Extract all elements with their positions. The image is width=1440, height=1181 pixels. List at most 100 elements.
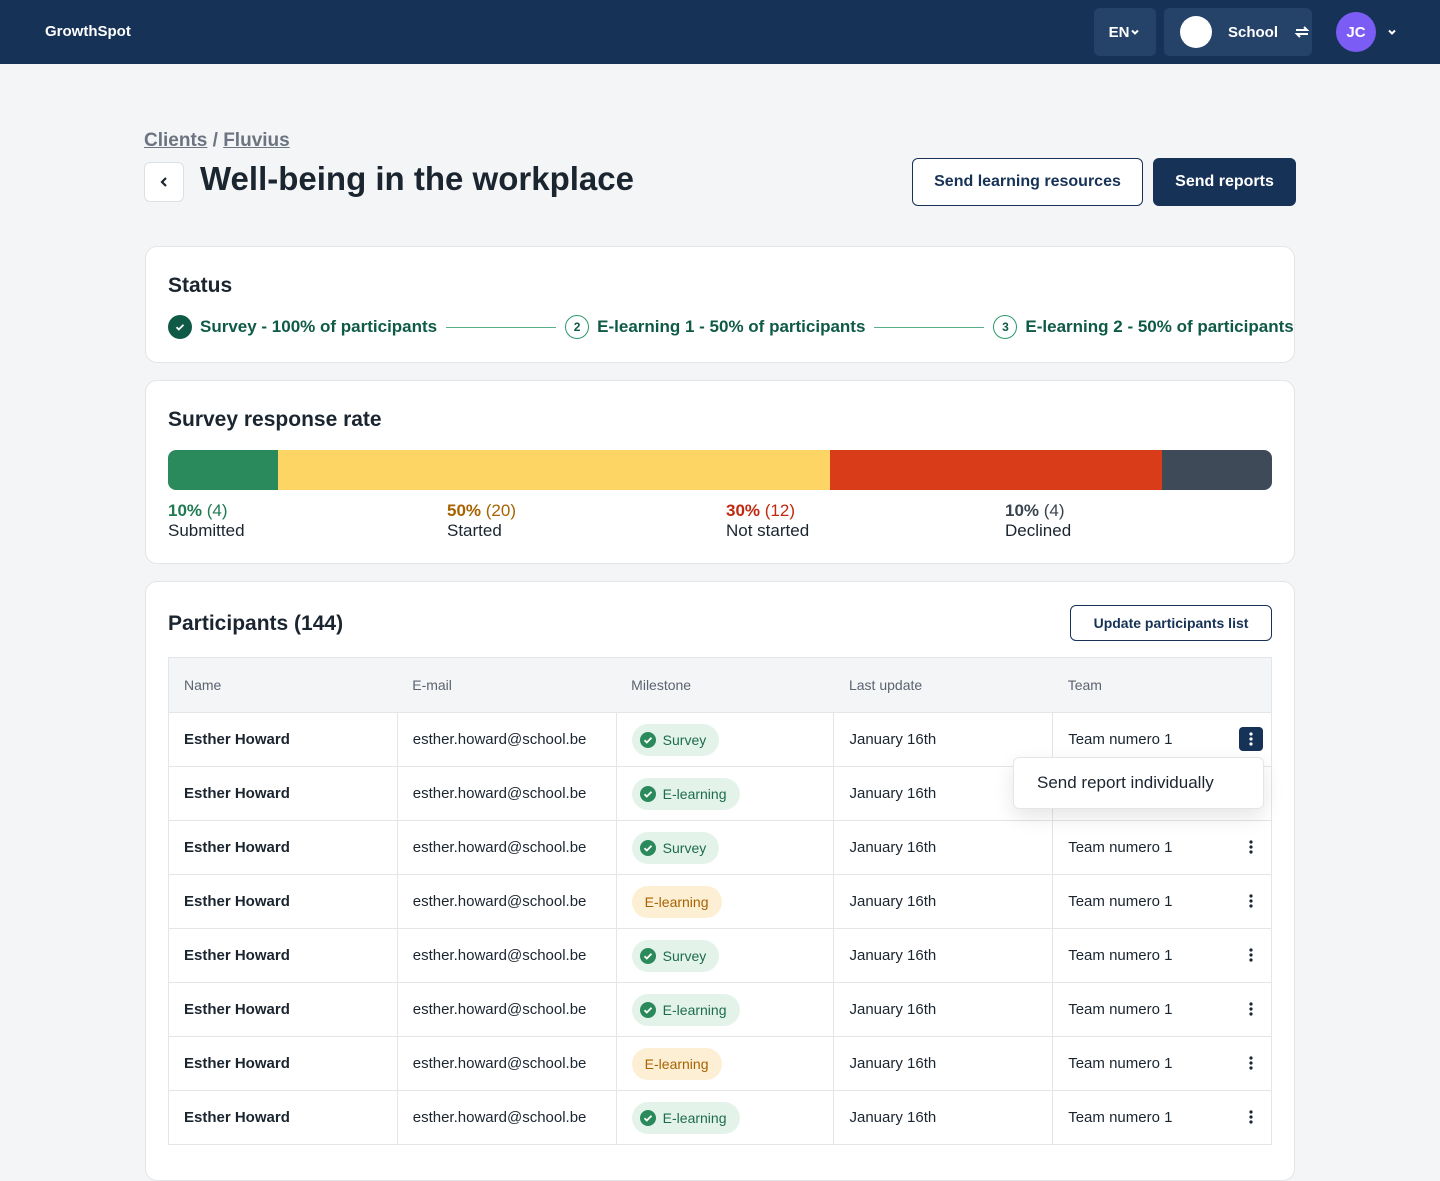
- row-menu: Send report individually: [1013, 757, 1264, 809]
- row-menu-button[interactable]: [1239, 889, 1263, 913]
- avatar-chevron[interactable]: [1386, 26, 1398, 38]
- milestone-chip: E-learning: [631, 1047, 722, 1080]
- team-label: Team numero 1: [1068, 1055, 1173, 1072]
- legend-item: 30% (12) Not started: [726, 501, 1005, 541]
- breadcrumb-link[interactable]: Clients: [144, 130, 208, 151]
- milestone-cell: E-learning: [615, 766, 834, 821]
- header-row: Name E-mail Milestone Last update Team: [168, 657, 1272, 713]
- language-button[interactable]: EN: [1094, 8, 1156, 56]
- legend-label: Started: [447, 521, 502, 540]
- row-menu-button[interactable]: [1239, 1105, 1263, 1129]
- name-cell: Esther Howard: [168, 766, 398, 821]
- milestone-cell: Survey: [615, 928, 834, 983]
- date-cell: January 16th: [833, 820, 1053, 875]
- check-icon: [643, 952, 652, 960]
- team-cell: Team numero 1: [1052, 982, 1272, 1037]
- legend-item: 10% (4) Declined: [1005, 501, 1284, 541]
- milestone-check: [639, 947, 656, 964]
- kebab-icon: [1249, 948, 1253, 962]
- row-menu-button[interactable]: [1239, 835, 1263, 859]
- bar-segment: [278, 450, 831, 490]
- column-header: Team: [1052, 657, 1272, 713]
- percent-label: 30%: [726, 501, 761, 520]
- team-label: Team numero 1: [1068, 1109, 1173, 1126]
- kebab-icon: [1249, 1056, 1253, 1070]
- column-header: E-mail: [397, 657, 617, 713]
- email-cell: esther.howard@school.be: [396, 820, 617, 875]
- milestone-cell: Survey: [615, 820, 834, 875]
- action-button[interactable]: Send learning resources: [912, 158, 1143, 206]
- legend-value: 10% (4): [168, 501, 447, 521]
- step-marker: 3: [993, 315, 1018, 339]
- step-label: Survey - 100% of participants: [200, 317, 438, 336]
- card-title: Status: [168, 274, 233, 297]
- check-icon: [643, 844, 652, 852]
- milestone-label: E-learning: [662, 785, 727, 802]
- kebab-icon: [1249, 1002, 1253, 1016]
- table-row: Esther Howard esther.howard@school.be Surv…: [168, 928, 1272, 983]
- team-cell: Team numero 1: [1052, 928, 1272, 983]
- table-row: Esther Howard esther.howard@school.be Surv…: [168, 820, 1272, 875]
- table-row: Esther Howard esther.howard@school.be E-le…: [168, 1090, 1272, 1145]
- milestone-check: [639, 839, 656, 856]
- milestone-cell: E-learning: [615, 874, 834, 929]
- count-label: (20): [485, 501, 516, 520]
- step-marker: [168, 315, 192, 339]
- row-menu-button[interactable]: [1239, 943, 1263, 967]
- breadcrumb-link[interactable]: Fluvius: [223, 130, 290, 151]
- kebab-icon: [1249, 1110, 1253, 1124]
- team-cell: Team numero 1: [1052, 1090, 1272, 1145]
- legend-label: Declined: [1005, 521, 1072, 540]
- menu-item[interactable]: Send report individually: [1037, 773, 1214, 792]
- table-row: Esther Howard esther.howard@school.be E-le…: [168, 982, 1272, 1037]
- step: Survey - 100% of participants: [168, 315, 437, 339]
- row-menu-button[interactable]: [1239, 1051, 1263, 1075]
- milestone-chip: E-learning: [631, 993, 740, 1026]
- response-rate-card: Survey response rate 10% (4) Submitted 50%…: [145, 380, 1295, 564]
- milestone-check: [639, 785, 656, 802]
- kebab-icon: [1249, 840, 1253, 854]
- legend-item: 10% (4) Submitted: [168, 501, 447, 541]
- action-button[interactable]: Send reports: [1153, 158, 1296, 206]
- row-menu-button[interactable]: [1239, 997, 1263, 1021]
- language: EN: [1108, 23, 1130, 41]
- row-menu-button[interactable]: [1239, 727, 1263, 751]
- milestone-label: E-learning: [644, 1055, 709, 1072]
- name-cell: Esther Howard: [168, 874, 398, 929]
- milestone-label: Survey: [662, 731, 707, 748]
- team-label: Team numero 1: [1068, 947, 1173, 964]
- table-body: Esther Howard esther.howard@school.be Surv…: [168, 712, 1272, 1145]
- logo[interactable]: GrowthSpot: [45, 23, 131, 40]
- update-button[interactable]: Update participants list: [1070, 605, 1272, 641]
- bar-segment: [168, 450, 279, 490]
- email-cell: esther.howard@school.be: [396, 928, 617, 983]
- workspace: School: [1228, 23, 1279, 41]
- step-label: E-learning 1 - 50% of participants: [597, 317, 866, 336]
- legend-item: 50% (20) Started: [447, 501, 726, 541]
- workspace-switch[interactable]: School: [1164, 8, 1312, 56]
- milestone-chip: E-learning: [631, 777, 740, 810]
- card-title: Survey response rate: [168, 408, 382, 431]
- breadcrumb: Clients / Fluvius: [144, 130, 290, 151]
- table-row: Esther Howard esther.howard@school.be E-le…: [168, 1036, 1272, 1091]
- back-button[interactable]: [144, 162, 184, 202]
- milestone-check: [639, 1001, 656, 1018]
- avatar[interactable]: JC: [1336, 12, 1376, 52]
- column-header: Name: [168, 657, 398, 713]
- date-cell: January 16th: [833, 1036, 1053, 1091]
- team-label: Team numero 1: [1068, 731, 1173, 748]
- email-cell: esther.howard@school.be: [396, 982, 617, 1037]
- check-icon: [643, 790, 652, 798]
- milestone-label: E-learning: [662, 1109, 727, 1126]
- date-cell: January 16th: [833, 928, 1053, 983]
- milestone-chip: Survey: [631, 831, 720, 864]
- count-label: (12): [764, 501, 795, 520]
- participants-card: Participants (144) Update participants l…: [145, 581, 1295, 1181]
- name-cell: Esther Howard: [168, 982, 398, 1037]
- step-connector: [874, 326, 985, 328]
- name-cell: Esther Howard: [168, 712, 398, 767]
- legend-value: 30% (12): [726, 501, 1005, 521]
- name-cell: Esther Howard: [168, 1036, 398, 1091]
